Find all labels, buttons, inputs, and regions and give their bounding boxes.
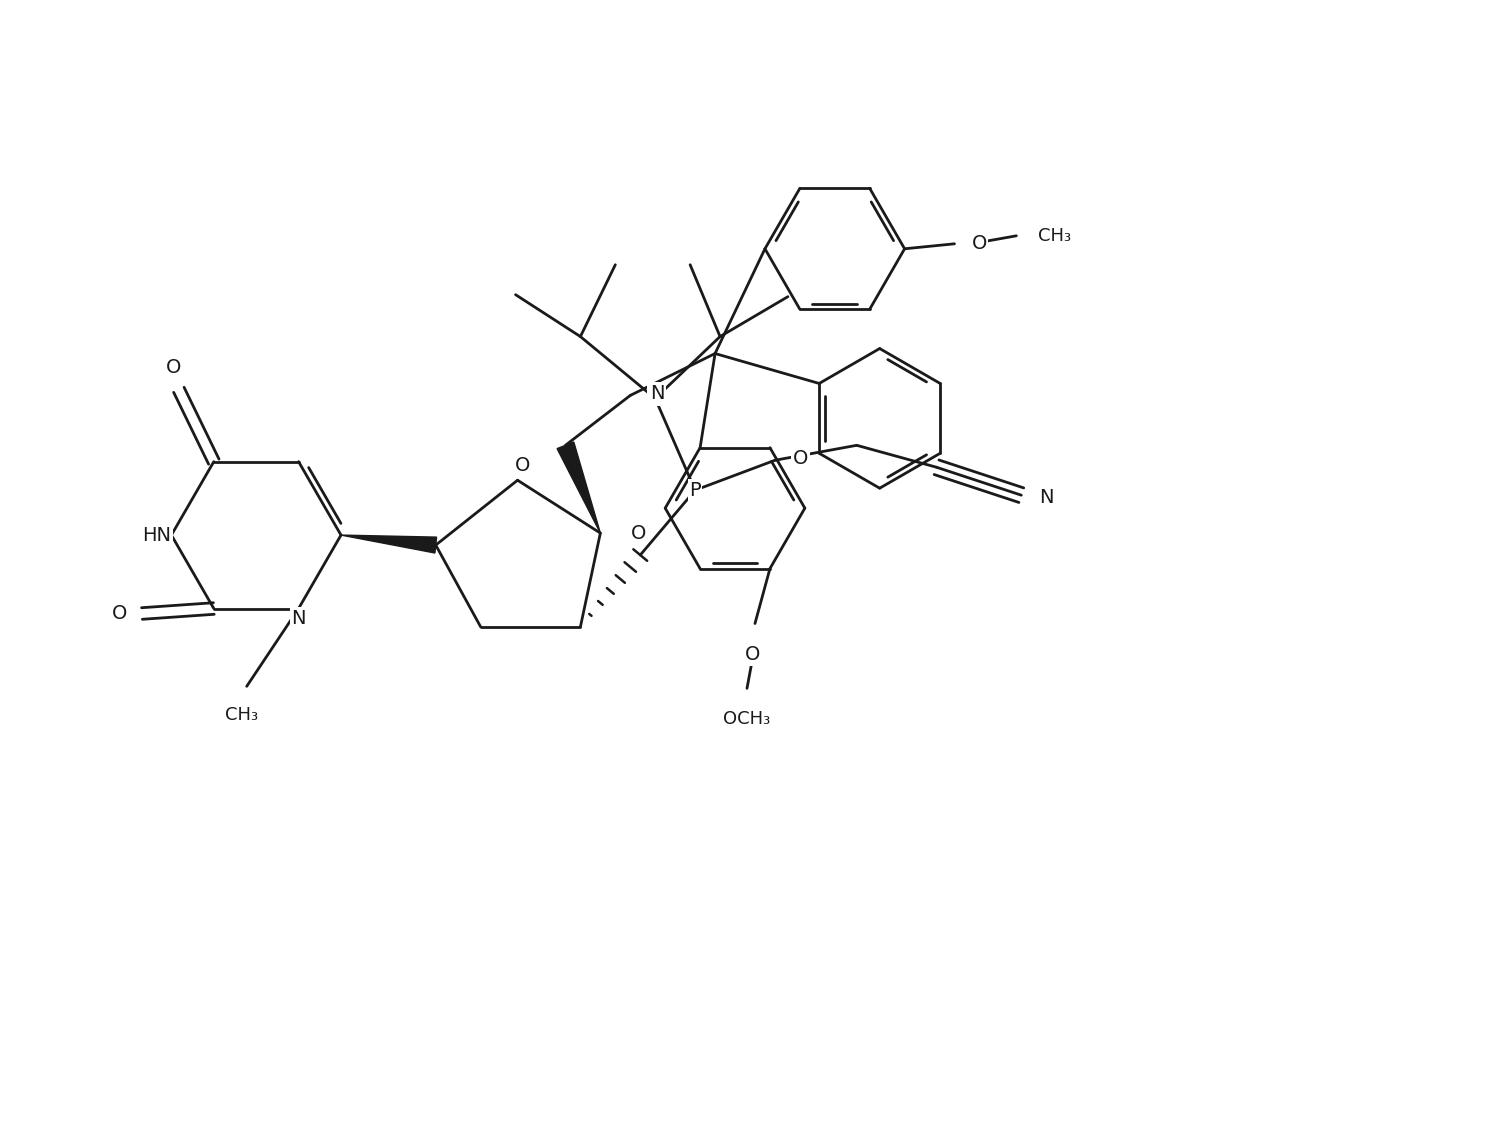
Text: O: O: [648, 386, 663, 405]
Text: CH₃: CH₃: [225, 707, 258, 724]
Polygon shape: [557, 442, 600, 534]
Text: N: N: [1040, 488, 1053, 506]
Text: O: O: [112, 604, 128, 622]
Polygon shape: [341, 535, 437, 553]
Text: HN: HN: [143, 526, 171, 545]
Text: N: N: [292, 609, 305, 627]
Text: N: N: [650, 384, 665, 402]
Text: O: O: [745, 645, 761, 665]
Text: O: O: [630, 523, 647, 543]
Text: CH₃: CH₃: [1039, 227, 1071, 245]
Text: P: P: [690, 481, 700, 499]
Text: O: O: [793, 449, 808, 467]
Text: O: O: [971, 235, 986, 253]
Text: O: O: [167, 358, 182, 377]
Text: O: O: [516, 456, 530, 474]
Text: OCH₃: OCH₃: [723, 710, 770, 728]
